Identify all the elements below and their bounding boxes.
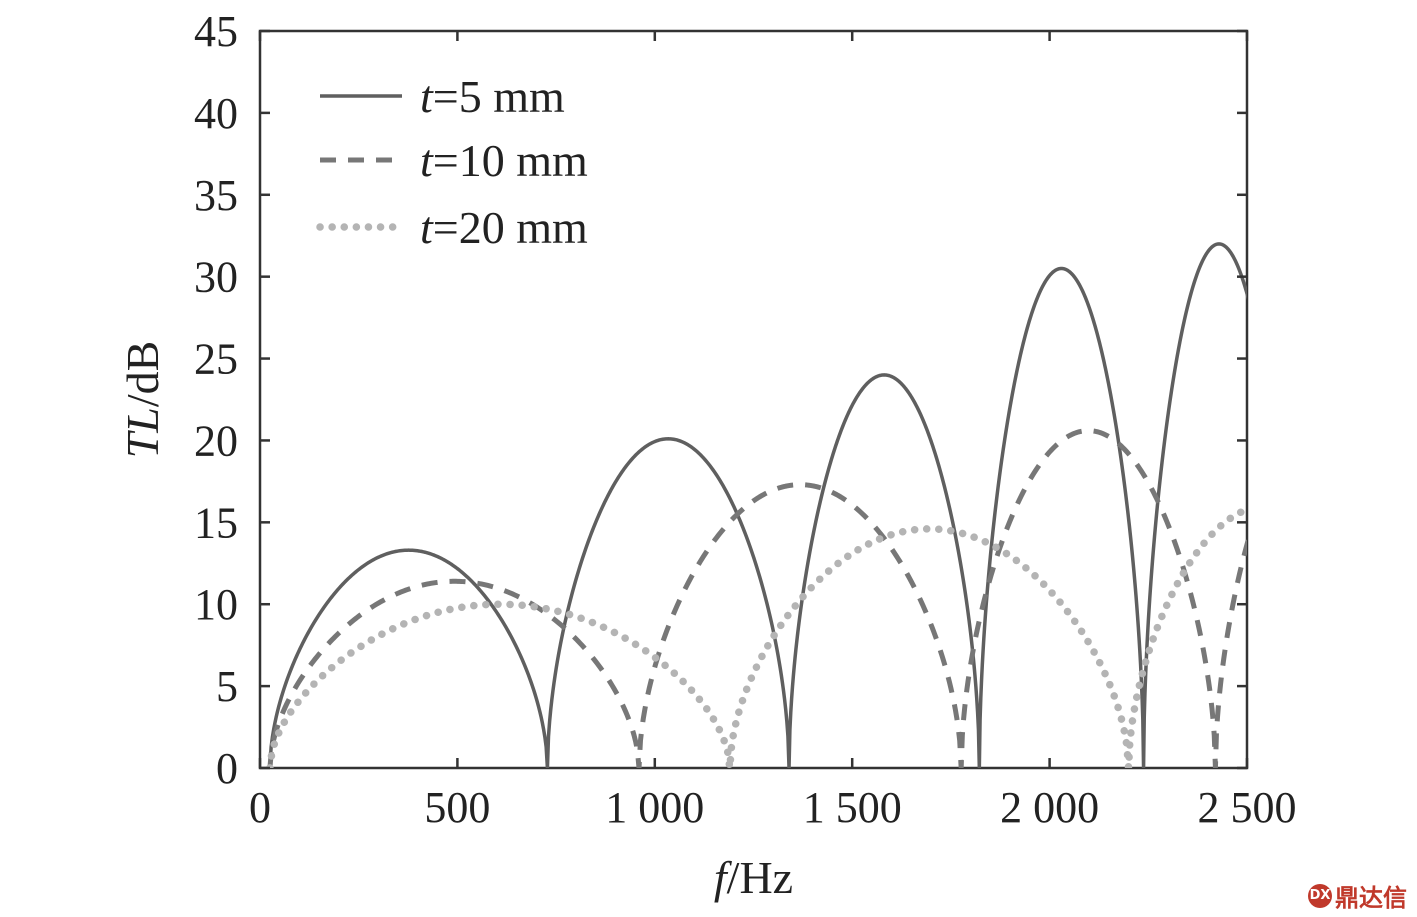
x-tick-label: 500 <box>424 783 490 832</box>
y-tick-label: 40 <box>194 89 238 138</box>
y-axis-title: TL/dB <box>117 341 168 459</box>
plot-area <box>258 29 1249 770</box>
y-tick-label: 35 <box>194 171 238 220</box>
legend-label-value: =10 mm <box>433 135 588 186</box>
x-tick-label: 1 500 <box>803 783 902 832</box>
watermark-text: 鼎达信 <box>1335 884 1407 912</box>
series-line-3 <box>266 505 1247 768</box>
y-tick-label: 5 <box>216 662 238 711</box>
logo-icon: DX <box>1308 883 1332 908</box>
legend-label-2: t=10 mm <box>420 135 588 186</box>
y-axis-title-var: TL <box>117 407 168 458</box>
x-axis-title-unit: /Hz <box>727 852 793 903</box>
legend-label-var: t <box>420 135 434 186</box>
legend-label-value: =20 mm <box>433 202 588 253</box>
y-tick-label: 25 <box>194 335 238 384</box>
legend: t=5 mmt=10 mmt=20 mm <box>316 71 588 253</box>
x-tick-label: 0 <box>249 783 271 832</box>
legend-label-var: t <box>420 202 434 253</box>
x-axis-title: f/Hz <box>714 852 793 903</box>
y-tick-label: 10 <box>194 580 238 629</box>
series-layer <box>266 242 1247 768</box>
y-tick-label: 0 <box>216 744 238 793</box>
y-axis-title-unit: /dB <box>117 341 168 407</box>
series-line-2 <box>267 428 1247 768</box>
x-tick-label: 2 000 <box>1000 783 1099 832</box>
legend-label-1: t=5 mm <box>420 71 565 122</box>
y-tick-label: 30 <box>194 253 238 302</box>
x-tick-label: 2 500 <box>1198 783 1297 832</box>
plot-frame <box>258 29 1249 770</box>
y-tick-label: 45 <box>194 7 238 56</box>
y-tick-label: 20 <box>194 416 238 465</box>
watermark: DX 鼎达信 <box>1308 878 1407 913</box>
x-tick-label: 1 000 <box>605 783 704 832</box>
axes-layer: 0 500 1 000 1 500 2 000 2 500 0 5 10 15 20 25 30 35 40… <box>117 7 1297 903</box>
legend-label-3: t=20 mm <box>420 202 588 253</box>
series-line-1 <box>268 242 1247 768</box>
legend-label-var: t <box>420 71 434 122</box>
y-tick-label: 15 <box>194 498 238 547</box>
legend-label-value: =5 mm <box>433 71 565 122</box>
